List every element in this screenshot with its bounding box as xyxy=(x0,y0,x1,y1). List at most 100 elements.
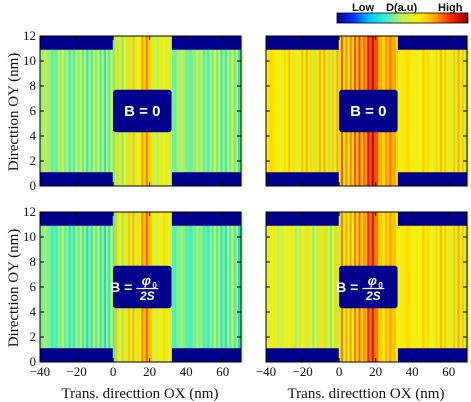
heatmap-stripe xyxy=(108,36,111,186)
barrier-top-right xyxy=(171,212,241,226)
heatmap-stripe xyxy=(400,36,403,186)
heatmap-stripe xyxy=(290,212,293,362)
heatmap-stripe xyxy=(446,36,449,186)
heatmap-stripe xyxy=(66,36,69,186)
heatmap-stripe xyxy=(329,36,333,186)
y-tick-label: 2 xyxy=(30,153,37,168)
heatmap-stripe xyxy=(205,36,208,186)
heatmap-stripe xyxy=(103,212,107,362)
heatmap-stripe xyxy=(327,36,330,186)
heatmap-stripe xyxy=(174,36,177,186)
heatmap-stripe xyxy=(88,212,91,362)
heatmap-stripe xyxy=(336,36,339,186)
heatmap-stripe xyxy=(220,36,223,186)
heatmap-stripe xyxy=(92,212,96,362)
heatmap-stripe xyxy=(46,36,49,186)
flux-numerator: φ xyxy=(368,273,377,288)
heatmap-stripe xyxy=(70,212,74,362)
heatmap-stripe xyxy=(183,36,186,186)
heatmap-stripe xyxy=(44,36,47,186)
heatmap-stripe xyxy=(435,212,438,362)
heatmap-stripe xyxy=(180,212,184,362)
heatmap-stripe xyxy=(77,212,80,362)
heatmap-stripe xyxy=(312,36,315,186)
y-tick-label: 12 xyxy=(23,28,36,43)
heatmap-stripe xyxy=(277,36,280,186)
heatmap-stripe xyxy=(180,36,184,186)
heatmap-stripe xyxy=(323,212,326,362)
heatmap-stripe xyxy=(84,212,87,362)
heatmap-stripe xyxy=(172,212,175,362)
x-tick-label: 20 xyxy=(369,364,382,379)
heatmap-stripe xyxy=(224,212,228,362)
heatmap-stripe xyxy=(178,212,181,362)
heatmap-stripe xyxy=(53,36,56,186)
heatmap-stripe xyxy=(51,36,54,186)
colorbar xyxy=(336,12,469,24)
heatmap-stripe xyxy=(200,212,203,362)
heatmap-stripe xyxy=(294,212,297,362)
heatmap-stripe xyxy=(218,36,221,186)
heatmap-stripe xyxy=(301,212,304,362)
heatmap-stripe xyxy=(205,212,208,362)
heatmap-stripe xyxy=(281,36,284,186)
heatmap-stripe xyxy=(57,212,60,362)
antidot-region xyxy=(113,265,172,309)
heatmap-stripe xyxy=(233,36,236,186)
heatmap-stripe xyxy=(281,212,284,362)
heatmap-stripe xyxy=(274,36,278,186)
heatmap-stripe xyxy=(277,212,280,362)
heatmap-stripe xyxy=(334,36,337,186)
heatmap-stripe xyxy=(185,212,188,362)
heatmap-stripe xyxy=(439,212,443,362)
heatmap-stripe xyxy=(404,36,407,186)
colorbar-high-label: High xyxy=(438,2,463,14)
heatmap-stripe xyxy=(459,212,462,362)
heatmap-stripe xyxy=(51,212,54,362)
heatmap-stripe xyxy=(86,212,89,362)
heatmap-stripe xyxy=(402,36,405,186)
heatmap-stripe xyxy=(325,36,328,186)
heatmap-stripe xyxy=(433,212,436,362)
heatmap-stripe xyxy=(213,212,217,362)
heatmap-stripe xyxy=(79,212,82,362)
heatmap-stripe xyxy=(108,212,111,362)
heatmap-stripe xyxy=(459,36,462,186)
heatmap-stripe xyxy=(97,212,100,362)
barrier-bottom-left xyxy=(40,172,113,186)
barrier-bottom-left xyxy=(266,348,339,362)
antidot-region xyxy=(113,89,172,133)
heatmap-stripe xyxy=(334,212,337,362)
heatmap-stripe xyxy=(229,212,232,362)
heatmap-stripe xyxy=(176,36,179,186)
heatmap-stripe xyxy=(101,36,104,186)
heatmap-stripe xyxy=(231,212,234,362)
heatmap-stripe xyxy=(84,36,87,186)
heatmap-stripe xyxy=(81,212,85,362)
heatmap-stripe xyxy=(294,36,297,186)
heatmap-stripe xyxy=(207,212,210,362)
colorbar-low-label: Low xyxy=(352,2,374,14)
heatmap-stripe xyxy=(444,36,447,186)
panel-top-right: B = 0 xyxy=(265,35,469,187)
heatmap-stripe xyxy=(283,212,286,362)
heatmap-stripe xyxy=(404,212,407,362)
x-tick-label: 60 xyxy=(216,364,229,379)
heatmap-stripe xyxy=(229,36,232,186)
x-tick-label: 0 xyxy=(336,364,343,379)
heatmap-stripe xyxy=(48,36,52,186)
heatmap-stripe xyxy=(231,36,234,186)
heatmap-stripe xyxy=(101,212,104,362)
barrier-top-right xyxy=(397,212,467,226)
flux-subscript: 0 xyxy=(378,281,383,290)
heatmap-stripe xyxy=(194,36,197,186)
heatmap-stripe xyxy=(305,36,308,186)
heatmap-stripe xyxy=(222,212,225,362)
heatmap-stripe xyxy=(48,212,52,362)
barrier-bottom-left xyxy=(40,348,113,362)
heatmap-stripe xyxy=(329,212,333,362)
heatmap-stripe xyxy=(270,212,273,362)
heatmap-stripe xyxy=(64,36,67,186)
heatmap-stripe xyxy=(77,36,80,186)
